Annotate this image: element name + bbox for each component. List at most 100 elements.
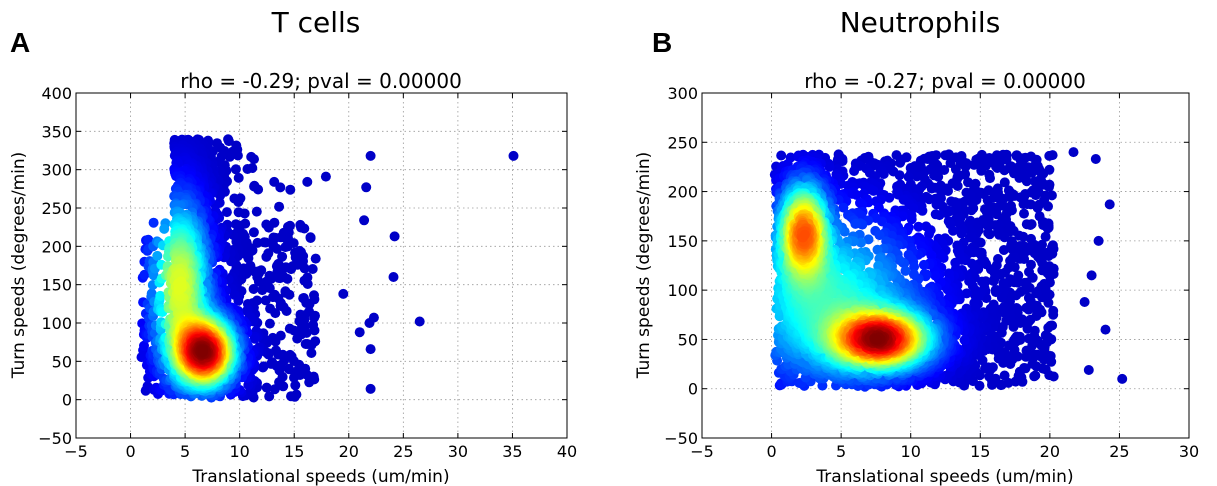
scatter-point: [1093, 235, 1104, 246]
scatter-point: [894, 170, 905, 181]
scatter-point: [414, 316, 425, 327]
scatter-point: [251, 206, 262, 217]
scatter-point: [1068, 147, 1079, 158]
scatter-point: [354, 327, 365, 338]
scatter-point: [264, 318, 275, 329]
scatter-point: [776, 150, 787, 161]
scatter-point: [930, 209, 941, 220]
scatter-point: [265, 303, 276, 314]
scatter-point: [849, 166, 860, 176]
scatter-point: [1029, 371, 1040, 382]
scatter-point: [999, 370, 1010, 381]
y-tick-label: 50: [52, 352, 72, 371]
scatter-point: [1026, 233, 1036, 244]
panel-a-plot-title: rho = -0.29; pval = 0.00000: [180, 69, 462, 93]
scatter-point: [173, 283, 184, 294]
scatter-point: [1011, 150, 1022, 161]
scatter-point: [1086, 270, 1097, 281]
scatter-point: [365, 344, 376, 355]
scatter-point: [298, 293, 309, 304]
scatter-point: [248, 284, 259, 294]
scatter-point: [930, 270, 941, 281]
scatter-point: [1042, 247, 1053, 258]
scatter-point: [252, 237, 263, 248]
scatter-point: [1117, 373, 1128, 384]
scatter-point: [159, 223, 170, 234]
scatter-point: [359, 215, 370, 226]
scatter-point: [985, 173, 995, 184]
scatter-point: [961, 187, 972, 198]
y-tick-label: 250: [41, 199, 72, 218]
scatter-point: [233, 207, 244, 218]
scatter-point: [961, 288, 972, 299]
scatter-point: [994, 229, 1005, 240]
scatter-point: [292, 333, 303, 344]
scatter-point: [990, 287, 1001, 298]
y-tick-label: 300: [41, 161, 72, 180]
x-tick-label: 10: [229, 442, 249, 461]
scatter-point: [940, 150, 951, 161]
scatter-point: [299, 275, 310, 286]
scatter-point: [280, 242, 291, 253]
scatter-point: [308, 319, 319, 330]
scatter-point: [1021, 219, 1032, 230]
scatter-point: [1044, 150, 1055, 161]
panel-a-ticks: −5 0 5 10 15 20 25 30 35 40−500501001502002503003…: [38, 84, 577, 461]
panel-a-plot-frame: [75, 92, 568, 439]
scatter-point: [963, 177, 973, 188]
scatter-point: [229, 193, 240, 204]
scatter-point: [918, 259, 929, 270]
scatter-point: [884, 192, 895, 203]
scatter-point: [269, 176, 280, 187]
scatter-point: [305, 233, 316, 243]
scatter-point: [1083, 365, 1094, 375]
y-tick-label: 100: [41, 314, 72, 333]
x-tick-label: 35: [502, 442, 522, 461]
scatter-point: [155, 290, 166, 301]
scatter-point: [824, 161, 835, 172]
panel-b-scatter-points: [769, 147, 1128, 392]
y-tick-label: −50: [38, 429, 72, 448]
scatter-point: [976, 165, 987, 176]
scatter-point: [152, 250, 163, 261]
scatter-point: [286, 391, 296, 402]
scatter-point: [1021, 345, 1032, 356]
scatter-point: [1024, 266, 1034, 277]
scatter-point: [253, 276, 264, 287]
scatter-point: [1007, 244, 1018, 255]
scatter-point: [1038, 220, 1049, 231]
scatter-point: [998, 245, 1009, 255]
scatter-point: [992, 209, 1002, 220]
scatter-point: [139, 340, 149, 351]
scatter-point: [230, 164, 241, 175]
scatter-point: [850, 218, 861, 229]
panel-letter-b: B: [652, 27, 672, 58]
scatter-point: [946, 196, 957, 207]
scatter-point: [273, 272, 284, 283]
scatter-point: [300, 339, 311, 349]
panel-a: A T cells rho = -0.29; pval = 0.00000 −5…: [9, 6, 577, 486]
scatter-point: [1014, 366, 1025, 377]
scatter-point: [388, 272, 399, 282]
panel-a-super-title: T cells: [271, 6, 361, 39]
scatter-point: [257, 362, 268, 373]
scatter-point: [368, 312, 379, 323]
scatter-point: [294, 316, 305, 327]
scatter-point: [306, 348, 317, 358]
scatter-point: [1079, 297, 1090, 307]
scatter-point: [223, 134, 234, 145]
scatter-point: [269, 384, 280, 395]
scatter-point: [290, 380, 301, 391]
x-tick-label: −5: [64, 442, 88, 461]
y-tick-label: 0: [62, 391, 72, 410]
scatter-point: [274, 201, 285, 212]
scatter-point: [365, 383, 376, 394]
scatter-point: [280, 287, 291, 298]
scatter-point: [249, 181, 260, 192]
scatter-point: [212, 138, 223, 149]
scatter-point: [992, 163, 1003, 173]
scatter-point: [1040, 330, 1051, 341]
scatter-point: [365, 150, 376, 161]
scatter-point: [307, 264, 318, 274]
